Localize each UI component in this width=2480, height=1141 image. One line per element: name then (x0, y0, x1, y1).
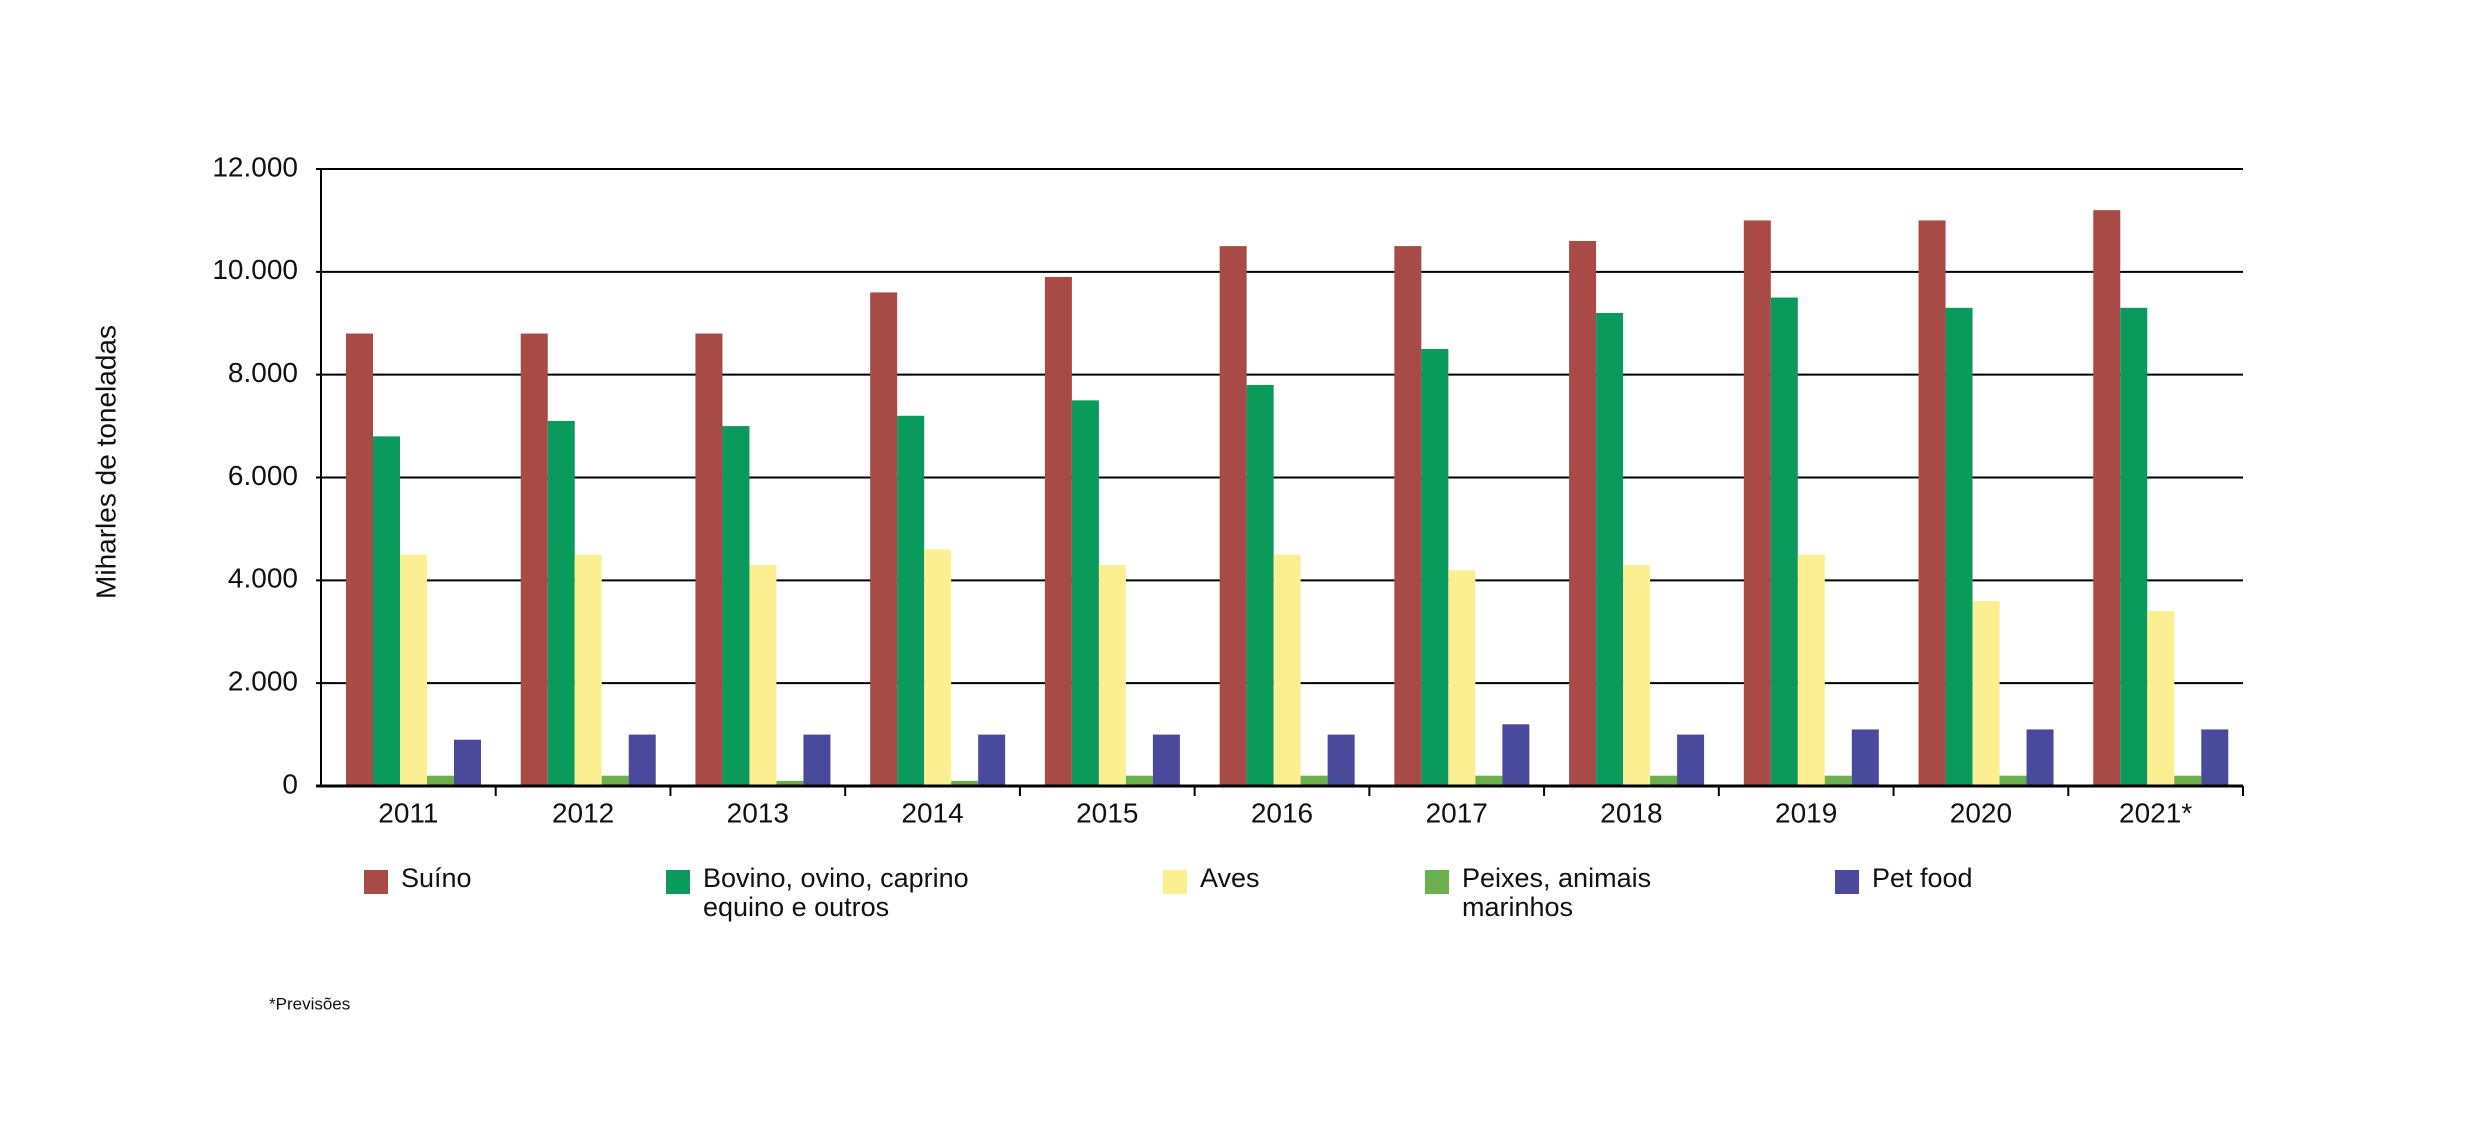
bar (1824, 775, 1852, 786)
bar (1246, 384, 1274, 786)
legend-label: Aves (1200, 863, 1260, 893)
legend-swatch (364, 870, 388, 894)
bar (1273, 554, 1301, 786)
bar (1071, 400, 1099, 786)
y-tick-label: 8.000 (228, 357, 298, 388)
bar (1219, 246, 1247, 786)
bar (1743, 220, 1771, 786)
bar (1125, 775, 1153, 786)
bar (1918, 220, 1946, 786)
bar (520, 333, 548, 786)
bar (601, 775, 629, 786)
legend-label: Peixes, animais marinhos (1462, 863, 1652, 922)
bar (722, 426, 750, 786)
x-tick-label: 2015 (1076, 797, 1138, 828)
bar (1623, 564, 1651, 786)
bar (400, 554, 427, 786)
bar (1044, 276, 1072, 786)
legend-label: Suíno (401, 863, 472, 893)
bar (628, 734, 656, 786)
bar (1677, 734, 1705, 786)
bar (427, 775, 454, 786)
x-tick-label: 2021* (2119, 797, 2192, 828)
x-tick-label: 2017 (1426, 797, 1488, 828)
x-tick-label: 2019 (1775, 797, 1837, 828)
bar (454, 739, 481, 786)
legend-label: Bovino, ovino, caprino equino e outros (703, 863, 969, 922)
x-tick-label: 2014 (901, 797, 963, 828)
x-tick-label: 2012 (552, 797, 614, 828)
x-tick-label: 2020 (1950, 797, 2012, 828)
bar (1327, 734, 1355, 786)
bar (1596, 312, 1624, 786)
bar (749, 564, 777, 786)
legend-swatch (1835, 870, 1859, 894)
legend-label: Pet food (1872, 863, 1973, 893)
bar (1502, 724, 1530, 786)
y-tick-label: 6.000 (228, 460, 298, 491)
bar (1945, 307, 1973, 786)
bar (897, 415, 925, 786)
bar (951, 780, 979, 786)
y-tick-label: 10.000 (212, 254, 298, 285)
bar (2174, 775, 2202, 786)
bar (547, 420, 575, 786)
bar (1851, 729, 1879, 786)
bar (2201, 729, 2229, 786)
bar (373, 436, 400, 786)
bar (574, 554, 602, 786)
bar (1475, 775, 1503, 786)
bar (1972, 600, 2000, 786)
bar (1999, 775, 2027, 786)
footnote: *Previsões (269, 994, 350, 1013)
bar (1394, 246, 1422, 786)
bar (870, 292, 898, 786)
bar (924, 549, 952, 786)
y-tick-label: 0 (282, 768, 298, 799)
bar (1421, 348, 1449, 786)
x-tick-label: 2013 (727, 797, 789, 828)
bar (2093, 210, 2121, 787)
legend-swatch (666, 870, 690, 894)
x-tick-label: 2018 (1600, 797, 1662, 828)
legend-swatch (1163, 870, 1187, 894)
x-tick-label: 2016 (1251, 797, 1313, 828)
bar (1448, 570, 1476, 786)
x-tick-label: 2011 (378, 797, 438, 828)
y-tick-label: 12.000 (212, 151, 298, 182)
y-tick-label: 4.000 (228, 563, 298, 594)
bar (1770, 297, 1798, 786)
y-tick-label: 2.000 (228, 666, 298, 697)
bar (1300, 775, 1328, 786)
bar (346, 333, 373, 786)
bar (2026, 729, 2054, 786)
y-axis-label: Miharles de toneladas (90, 325, 121, 599)
bar (776, 780, 804, 786)
bar (695, 333, 723, 786)
bar (1152, 734, 1180, 786)
bar (803, 734, 831, 786)
bar (2147, 611, 2175, 786)
bar (2120, 307, 2148, 786)
bar (1797, 554, 1825, 786)
bar (978, 734, 1006, 786)
legend-swatch (1425, 870, 1449, 894)
bar (1650, 775, 1678, 786)
bar (1098, 564, 1126, 786)
bar (1569, 240, 1597, 786)
